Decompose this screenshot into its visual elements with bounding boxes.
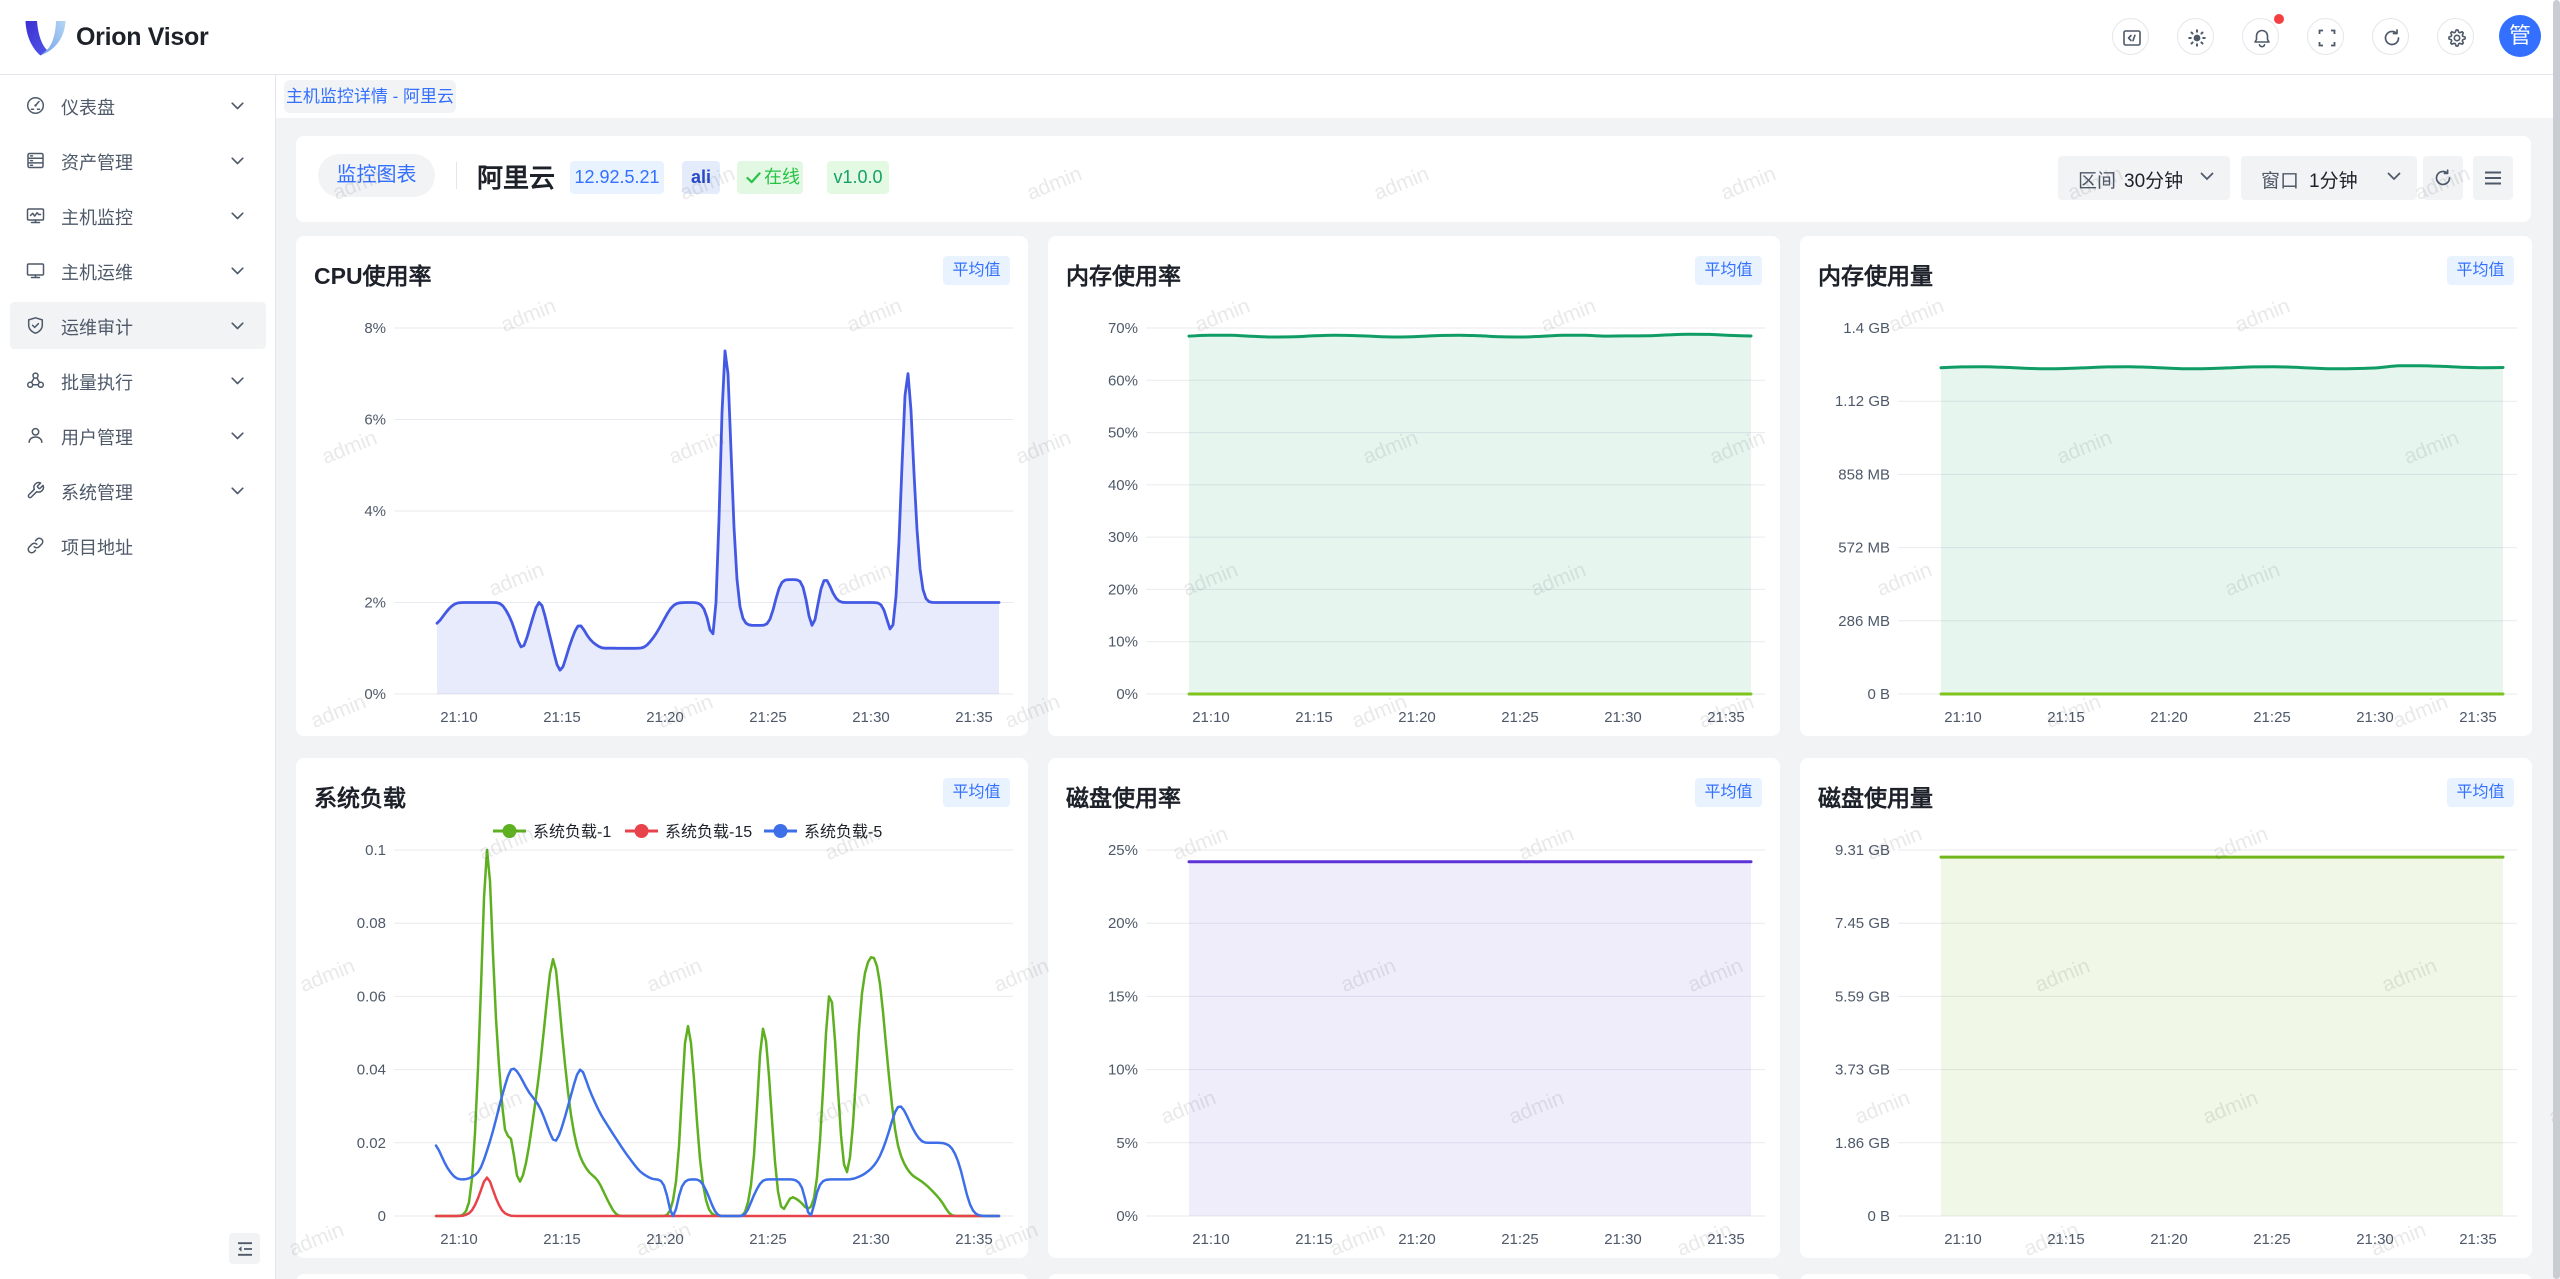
- svg-text:21:30: 21:30: [2356, 709, 2394, 726]
- svg-text:0%: 0%: [1116, 686, 1138, 703]
- svg-text:21:20: 21:20: [2150, 709, 2188, 726]
- svg-text:21:35: 21:35: [955, 709, 993, 726]
- svg-text:21:10: 21:10: [1944, 709, 1982, 726]
- svg-text:21:20: 21:20: [1398, 1231, 1436, 1248]
- svg-text:9.31 GB: 9.31 GB: [1835, 842, 1890, 859]
- svg-text:0.08: 0.08: [357, 915, 386, 932]
- svg-text:50%: 50%: [1108, 425, 1138, 442]
- svg-text:5.59 GB: 5.59 GB: [1835, 988, 1890, 1005]
- svg-text:21:30: 21:30: [852, 709, 890, 726]
- svg-text:21:35: 21:35: [2459, 709, 2497, 726]
- svg-text:21:35: 21:35: [1707, 1231, 1745, 1248]
- svg-text:21:25: 21:25: [1501, 1231, 1539, 1248]
- svg-text:21:15: 21:15: [543, 1231, 581, 1248]
- svg-text:0%: 0%: [1116, 1208, 1138, 1225]
- svg-text:25%: 25%: [1108, 842, 1138, 859]
- svg-text:系统负载-1: 系统负载-1: [533, 823, 611, 841]
- svg-text:60%: 60%: [1108, 372, 1138, 389]
- svg-text:21:35: 21:35: [955, 1231, 993, 1248]
- svg-text:21:20: 21:20: [1398, 709, 1436, 726]
- svg-text:6%: 6%: [364, 412, 386, 429]
- svg-text:21:15: 21:15: [543, 709, 581, 726]
- svg-text:21:10: 21:10: [1192, 1231, 1230, 1248]
- svg-text:21:30: 21:30: [1604, 1231, 1642, 1248]
- svg-text:572 MB: 572 MB: [1838, 540, 1890, 557]
- svg-text:21:10: 21:10: [1944, 1231, 1982, 1248]
- svg-text:0.02: 0.02: [357, 1135, 386, 1152]
- svg-text:21:20: 21:20: [646, 709, 684, 726]
- svg-text:21:25: 21:25: [749, 1231, 787, 1248]
- svg-text:系统负载-15: 系统负载-15: [665, 823, 752, 841]
- svg-text:2%: 2%: [364, 595, 386, 612]
- svg-text:0.04: 0.04: [357, 1062, 386, 1079]
- svg-text:4%: 4%: [364, 503, 386, 520]
- svg-text:21:10: 21:10: [440, 1231, 478, 1248]
- svg-text:21:25: 21:25: [749, 709, 787, 726]
- svg-text:21:20: 21:20: [2150, 1231, 2188, 1248]
- svg-text:21:35: 21:35: [1707, 709, 1745, 726]
- svg-text:1.12 GB: 1.12 GB: [1835, 393, 1890, 410]
- svg-text:0 B: 0 B: [1867, 686, 1890, 703]
- svg-text:21:35: 21:35: [2459, 1231, 2497, 1248]
- svg-text:15%: 15%: [1108, 988, 1138, 1005]
- svg-text:7.45 GB: 7.45 GB: [1835, 915, 1890, 932]
- svg-text:21:20: 21:20: [646, 1231, 684, 1248]
- svg-text:21:25: 21:25: [2253, 709, 2291, 726]
- svg-text:1.86 GB: 1.86 GB: [1835, 1135, 1890, 1152]
- svg-text:21:15: 21:15: [1295, 1231, 1333, 1248]
- svg-text:0.1: 0.1: [365, 842, 386, 859]
- svg-text:0 B: 0 B: [1867, 1208, 1890, 1225]
- svg-text:21:15: 21:15: [1295, 709, 1333, 726]
- svg-text:286 MB: 286 MB: [1838, 613, 1890, 630]
- svg-text:21:15: 21:15: [2047, 709, 2085, 726]
- svg-text:70%: 70%: [1108, 320, 1138, 337]
- svg-text:40%: 40%: [1108, 477, 1138, 494]
- svg-text:21:15: 21:15: [2047, 1231, 2085, 1248]
- svg-text:858 MB: 858 MB: [1838, 466, 1890, 483]
- svg-text:0%: 0%: [364, 686, 386, 703]
- svg-text:30%: 30%: [1108, 529, 1138, 546]
- svg-text:0: 0: [378, 1208, 386, 1225]
- svg-text:21:30: 21:30: [2356, 1231, 2394, 1248]
- svg-text:20%: 20%: [1108, 581, 1138, 598]
- svg-text:21:30: 21:30: [852, 1231, 890, 1248]
- svg-text:系统负载-5: 系统负载-5: [804, 823, 882, 841]
- svg-text:1.4 GB: 1.4 GB: [1843, 320, 1890, 337]
- svg-text:3.73 GB: 3.73 GB: [1835, 1062, 1890, 1079]
- svg-text:21:10: 21:10: [440, 709, 478, 726]
- svg-text:5%: 5%: [1116, 1135, 1138, 1152]
- svg-text:21:25: 21:25: [1501, 709, 1539, 726]
- svg-text:10%: 10%: [1108, 1062, 1138, 1079]
- svg-text:20%: 20%: [1108, 915, 1138, 932]
- svg-text:21:10: 21:10: [1192, 709, 1230, 726]
- svg-text:21:30: 21:30: [1604, 709, 1642, 726]
- svg-text:8%: 8%: [364, 320, 386, 337]
- svg-text:0.06: 0.06: [357, 988, 386, 1005]
- svg-text:10%: 10%: [1108, 634, 1138, 651]
- svg-text:21:25: 21:25: [2253, 1231, 2291, 1248]
